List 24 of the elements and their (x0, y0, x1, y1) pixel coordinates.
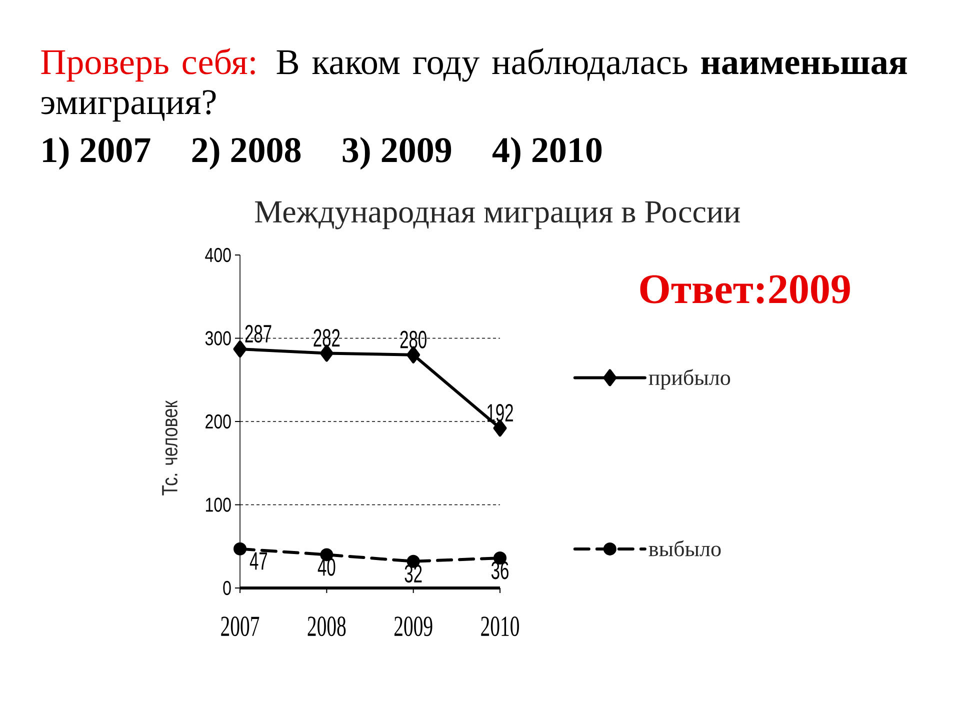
y-tick-label: 0 (223, 580, 231, 596)
x-tick-label: 2009 (394, 616, 432, 636)
point (233, 340, 247, 358)
text: В каком году наблюдалась наименьшая (276, 48, 907, 82)
legend-label: выбыло (648, 540, 721, 556)
text: 1) 2007 2) 2008 3) 2009 4) 2010 (43, 137, 602, 170)
data-label: 280 (400, 330, 426, 348)
x-tick-label: 2010 (481, 616, 519, 636)
x-tick-label: 2007 (221, 616, 260, 636)
text: Ответ:2009 (640, 275, 850, 304)
x-tick-label: 2008 (308, 616, 346, 636)
chart-title: Международная миграция в России (255, 201, 740, 230)
data-label: 47 (250, 552, 268, 570)
y-tick-label: 300 (205, 331, 231, 346)
y-tick-label: 100 (206, 498, 231, 512)
point (234, 542, 247, 556)
y-axis-title: Тс. человек (162, 400, 178, 496)
y-tick-label: 400 (205, 248, 231, 262)
y-tick-label: 200 (206, 414, 231, 429)
data-label: 287 (245, 324, 272, 343)
text: эмиграция? (41, 90, 216, 122)
data-label: 282 (314, 329, 340, 347)
legend-label: прибыло (648, 369, 730, 390)
text: Проверь себя: (41, 48, 255, 82)
